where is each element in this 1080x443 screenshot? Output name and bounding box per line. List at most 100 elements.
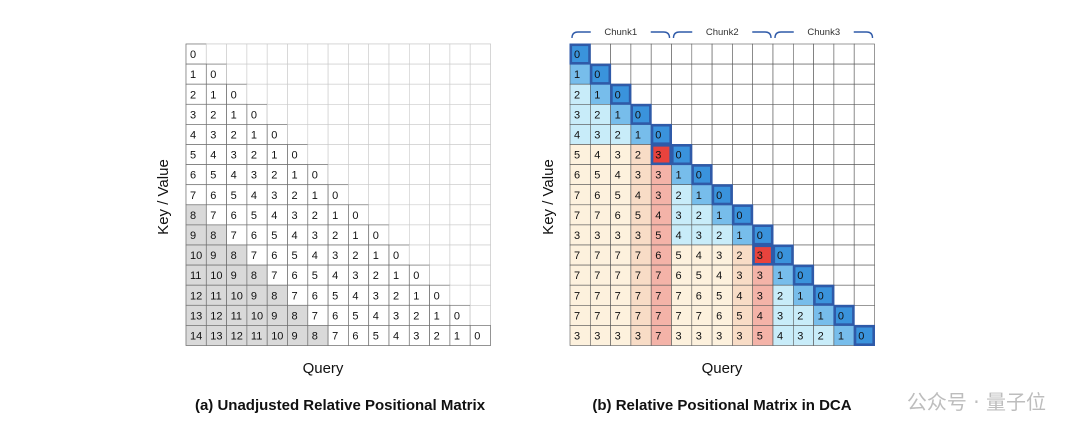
cell-value: 5 <box>676 250 682 262</box>
cell-value: 11 <box>231 310 242 322</box>
matrix-cell <box>752 104 774 125</box>
cell-value: 2 <box>373 270 379 282</box>
cell-value: 4 <box>696 250 702 262</box>
bracket-line <box>672 31 772 39</box>
matrix-cell <box>327 124 349 145</box>
matrix-cell <box>711 124 733 145</box>
matrix-cell <box>388 63 410 85</box>
matrix-cell <box>853 83 875 105</box>
cell-value: 2 <box>210 109 216 121</box>
cell-value: 4 <box>635 190 641 202</box>
matrix-cell <box>610 63 632 85</box>
matrix-cell <box>813 244 835 266</box>
cell-value: 6 <box>231 210 237 222</box>
matrix-cell <box>429 43 451 65</box>
cell-value: 7 <box>231 230 237 242</box>
cell-value: 10 <box>271 330 283 342</box>
cell-value: 1 <box>434 310 440 322</box>
matrix-cell <box>853 63 875 85</box>
cell-value: 7 <box>615 290 621 302</box>
cell-value: 9 <box>292 330 298 342</box>
cell-value: 2 <box>574 89 580 101</box>
matrix-cell <box>853 224 875 246</box>
panel-a-y-axis-label: Key / Value <box>155 159 172 235</box>
cell-value: 4 <box>777 330 783 342</box>
matrix-cell <box>449 184 471 206</box>
cell-value: 3 <box>635 230 641 242</box>
chunk-label: Chunk1 <box>604 27 637 38</box>
matrix-cell <box>752 184 774 206</box>
cell-value: 3 <box>594 230 600 242</box>
panel-a-caption: (a) Unadjusted Relative Positional Matri… <box>195 397 486 414</box>
cell-value: 1 <box>838 330 844 342</box>
cell-value: 0 <box>292 150 298 162</box>
cell-value: 0 <box>454 310 460 322</box>
cell-value: 14 <box>190 330 202 342</box>
cell-value: 0 <box>434 290 440 302</box>
matrix-cell <box>449 63 471 85</box>
matrix-cell <box>833 63 855 85</box>
matrix-cell <box>226 63 248 85</box>
cell-value: 0 <box>474 330 480 342</box>
cell-value: 8 <box>231 250 237 262</box>
cell-value: 1 <box>736 230 742 242</box>
matrix-cell <box>650 43 672 65</box>
cell-value: 9 <box>210 250 216 262</box>
cell-value: 3 <box>594 129 600 141</box>
cell-value: 6 <box>271 250 277 262</box>
matrix-cell <box>792 204 814 226</box>
cell-value: 13 <box>190 310 202 322</box>
cell-value: 0 <box>231 89 237 101</box>
matrix-cell <box>833 144 855 165</box>
matrix-cell <box>813 184 835 206</box>
cell-value: 1 <box>635 129 641 141</box>
matrix-cell <box>671 124 693 145</box>
matrix-cell <box>368 204 390 226</box>
cell-value: 4 <box>615 170 621 182</box>
cell-value: 0 <box>676 150 682 162</box>
cell-value: 3 <box>655 150 661 162</box>
cell-value: 0 <box>373 230 379 242</box>
matrix-cell <box>469 144 491 165</box>
matrix-cell <box>650 83 672 105</box>
matrix-cell <box>408 224 430 246</box>
matrix-cell <box>711 83 733 105</box>
cell-value: 2 <box>736 250 742 262</box>
cell-value: 4 <box>757 310 763 322</box>
matrix-cell <box>449 144 471 165</box>
diagonal-highlight <box>589 63 612 85</box>
cell-value: 2 <box>777 290 783 302</box>
matrix-cell <box>408 63 430 85</box>
matrix-cell <box>833 124 855 145</box>
cell-value: 0 <box>271 129 277 141</box>
matrix-cell <box>752 204 774 226</box>
cell-value: 7 <box>574 250 580 262</box>
cell-value: 7 <box>696 310 702 322</box>
cell-value: 8 <box>312 330 318 342</box>
cell-value: 7 <box>594 210 600 222</box>
matrix-cell <box>469 184 491 206</box>
watermark-text: 公众号 · 量子位 <box>907 390 1046 414</box>
cell-value: 0 <box>777 250 783 262</box>
matrix-cell <box>327 83 349 105</box>
cell-value: 3 <box>352 270 358 282</box>
cell-value: 7 <box>635 250 641 262</box>
matrix-cell <box>348 104 369 125</box>
cell-value: 7 <box>594 290 600 302</box>
matrix-cell <box>388 184 410 206</box>
cell-value: 4 <box>655 210 661 222</box>
cell-value: 3 <box>635 330 641 342</box>
diagonal-highlight <box>833 304 855 326</box>
cell-value: 1 <box>696 190 702 202</box>
cell-value: 7 <box>574 270 580 282</box>
matrix-cell <box>449 83 471 105</box>
diagonal-highlight <box>711 184 733 206</box>
matrix-cell <box>429 63 451 85</box>
cell-value: 4 <box>292 230 298 242</box>
matrix-cell <box>671 43 693 65</box>
matrix-cell <box>732 144 754 165</box>
matrix-cell <box>792 43 814 65</box>
cell-value: 3 <box>757 290 763 302</box>
cell-value: 4 <box>352 290 358 302</box>
cell-value: 5 <box>615 190 621 202</box>
